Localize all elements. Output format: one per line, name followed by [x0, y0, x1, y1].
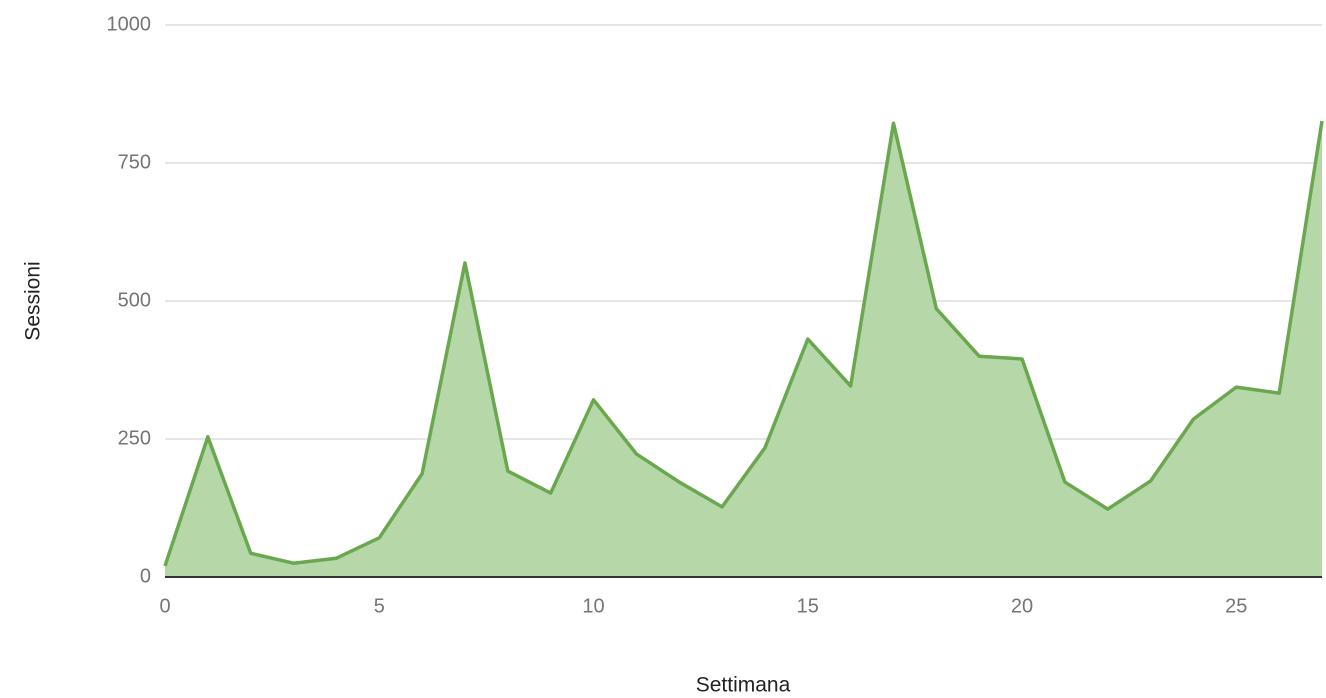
area-fill	[165, 121, 1322, 577]
y-tick-label: 500	[118, 289, 151, 311]
y-tick-label: 250	[118, 427, 151, 449]
x-axis-title: Settimana	[696, 674, 791, 697]
y-axis-title: Sessioni	[22, 261, 45, 340]
area-line	[163, 120, 1324, 567]
x-tick-label: 0	[159, 595, 170, 617]
x-tick-label: 10	[582, 595, 604, 617]
x-tick-label: 25	[1225, 595, 1247, 617]
y-tick-label: 1000	[107, 13, 152, 35]
y-tick-label: 0	[140, 565, 151, 587]
x-tick-label: 20	[1011, 595, 1033, 617]
y-tick-label: 750	[118, 151, 151, 173]
x-tick-label: 15	[797, 595, 819, 617]
x-tick-label: 5	[374, 595, 385, 617]
